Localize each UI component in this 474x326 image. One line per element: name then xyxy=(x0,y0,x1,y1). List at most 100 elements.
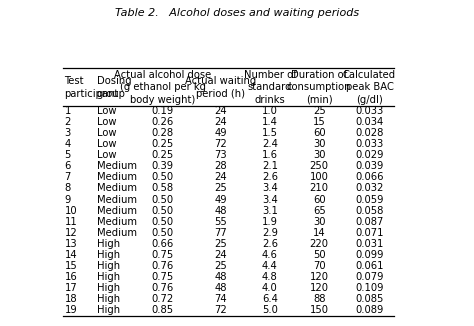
Text: 24: 24 xyxy=(214,172,227,183)
Text: Test
participant: Test participant xyxy=(64,76,118,99)
Text: 13: 13 xyxy=(64,239,77,249)
Text: Medium: Medium xyxy=(97,184,137,193)
Text: 60: 60 xyxy=(313,128,326,138)
Text: 12: 12 xyxy=(64,228,77,238)
Text: 0.029: 0.029 xyxy=(355,150,384,160)
Text: 6: 6 xyxy=(64,161,71,171)
Text: 1.9: 1.9 xyxy=(262,216,278,227)
Text: 11: 11 xyxy=(64,216,77,227)
Text: 4: 4 xyxy=(64,139,71,149)
Text: Table 2.   Alcohol doses and waiting periods: Table 2. Alcohol doses and waiting perio… xyxy=(115,8,359,18)
Text: 0.28: 0.28 xyxy=(152,128,174,138)
Text: 48: 48 xyxy=(214,206,227,215)
Text: 0.079: 0.079 xyxy=(355,272,384,282)
Text: 0.061: 0.061 xyxy=(355,261,384,271)
Text: High: High xyxy=(97,283,120,293)
Text: 0.033: 0.033 xyxy=(356,139,383,149)
Text: Medium: Medium xyxy=(97,195,137,204)
Text: 220: 220 xyxy=(310,239,328,249)
Text: 0.50: 0.50 xyxy=(152,216,174,227)
Text: 0.19: 0.19 xyxy=(152,106,174,116)
Text: 120: 120 xyxy=(310,283,328,293)
Text: 120: 120 xyxy=(310,272,328,282)
Text: 4.0: 4.0 xyxy=(262,283,278,293)
Text: 0.50: 0.50 xyxy=(152,228,174,238)
Text: Actual waiting
period (h): Actual waiting period (h) xyxy=(185,76,256,99)
Text: 4.8: 4.8 xyxy=(262,272,278,282)
Text: 49: 49 xyxy=(214,195,227,204)
Text: 6.4: 6.4 xyxy=(262,294,278,304)
Text: 65: 65 xyxy=(313,206,326,215)
Text: 55: 55 xyxy=(214,216,227,227)
Text: 70: 70 xyxy=(313,261,326,271)
Text: High: High xyxy=(97,250,120,260)
Text: 1.4: 1.4 xyxy=(262,117,278,127)
Text: Number of
standard
drinks: Number of standard drinks xyxy=(244,70,296,105)
Text: 24: 24 xyxy=(214,250,227,260)
Text: 2.4: 2.4 xyxy=(262,139,278,149)
Text: 14: 14 xyxy=(64,250,77,260)
Text: 5: 5 xyxy=(64,150,71,160)
Text: 210: 210 xyxy=(310,184,328,193)
Text: 10: 10 xyxy=(64,206,77,215)
Text: Low: Low xyxy=(97,150,116,160)
Text: 0.85: 0.85 xyxy=(152,305,174,315)
Text: 0.109: 0.109 xyxy=(355,283,384,293)
Text: 19: 19 xyxy=(64,305,77,315)
Text: 1.6: 1.6 xyxy=(262,150,278,160)
Text: Low: Low xyxy=(97,106,116,116)
Text: 0.059: 0.059 xyxy=(355,195,384,204)
Text: 24: 24 xyxy=(214,106,227,116)
Text: 3.4: 3.4 xyxy=(262,195,278,204)
Text: 25: 25 xyxy=(214,261,227,271)
Text: 16: 16 xyxy=(64,272,77,282)
Text: 9: 9 xyxy=(64,195,71,204)
Text: 1.5: 1.5 xyxy=(262,128,278,138)
Text: 18: 18 xyxy=(64,294,77,304)
Text: Medium: Medium xyxy=(97,172,137,183)
Text: 0.087: 0.087 xyxy=(356,216,383,227)
Text: 15: 15 xyxy=(313,117,326,127)
Text: Medium: Medium xyxy=(97,161,137,171)
Text: 0.25: 0.25 xyxy=(152,139,174,149)
Text: 14: 14 xyxy=(313,228,326,238)
Text: 2.9: 2.9 xyxy=(262,228,278,238)
Text: 48: 48 xyxy=(214,283,227,293)
Text: 30: 30 xyxy=(313,139,325,149)
Text: 25: 25 xyxy=(214,184,227,193)
Text: 77: 77 xyxy=(214,228,227,238)
Text: 0.031: 0.031 xyxy=(356,239,383,249)
Text: 72: 72 xyxy=(214,139,227,149)
Text: Low: Low xyxy=(97,117,116,127)
Text: 0.028: 0.028 xyxy=(356,128,383,138)
Text: 0.034: 0.034 xyxy=(356,117,383,127)
Text: 2: 2 xyxy=(64,117,71,127)
Text: 24: 24 xyxy=(214,117,227,127)
Text: 1: 1 xyxy=(64,106,71,116)
Text: 15: 15 xyxy=(64,261,77,271)
Text: 7: 7 xyxy=(64,172,71,183)
Text: 25: 25 xyxy=(214,239,227,249)
Text: Medium: Medium xyxy=(97,216,137,227)
Text: 0.76: 0.76 xyxy=(152,261,174,271)
Text: 88: 88 xyxy=(313,294,325,304)
Text: Low: Low xyxy=(97,139,116,149)
Text: 0.75: 0.75 xyxy=(152,272,174,282)
Text: 0.66: 0.66 xyxy=(152,239,174,249)
Text: 4.6: 4.6 xyxy=(262,250,278,260)
Text: 3: 3 xyxy=(64,128,71,138)
Text: 30: 30 xyxy=(313,150,325,160)
Text: 0.76: 0.76 xyxy=(152,283,174,293)
Text: 0.099: 0.099 xyxy=(355,250,384,260)
Text: 0.39: 0.39 xyxy=(152,161,174,171)
Text: 28: 28 xyxy=(214,161,227,171)
Text: 74: 74 xyxy=(214,294,227,304)
Text: 0.50: 0.50 xyxy=(152,172,174,183)
Text: 0.089: 0.089 xyxy=(356,305,383,315)
Text: 250: 250 xyxy=(310,161,328,171)
Text: Calculated
peak BAC
(g/dl): Calculated peak BAC (g/dl) xyxy=(343,70,396,105)
Text: 0.58: 0.58 xyxy=(152,184,174,193)
Text: 5.0: 5.0 xyxy=(262,305,278,315)
Text: 0.085: 0.085 xyxy=(356,294,383,304)
Text: 1.0: 1.0 xyxy=(262,106,278,116)
